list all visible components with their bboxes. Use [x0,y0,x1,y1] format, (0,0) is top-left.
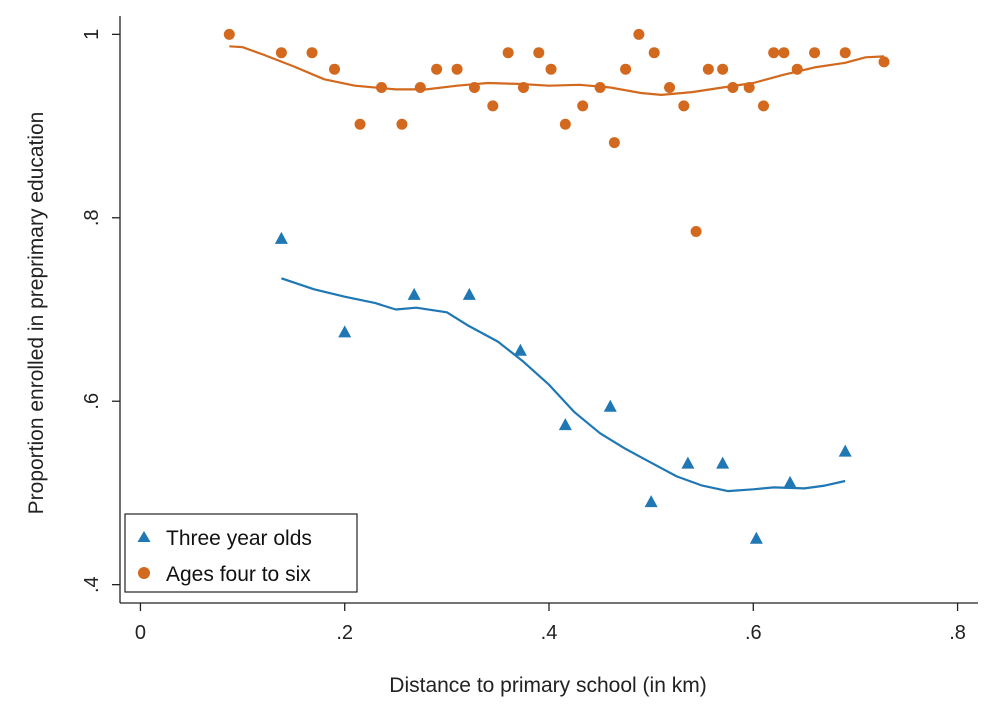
point-series-0 [462,287,476,300]
point-series-1 [223,28,235,40]
point-series-1 [533,47,545,59]
legend: Three year olds Ages four to six [124,513,358,593]
x-tick-label: .6 [745,622,762,644]
y-tick-label: .8 [81,209,103,226]
point-series-1 [620,63,632,75]
point-series-0 [716,456,730,469]
point-series-1 [545,63,557,75]
point-series-1 [648,47,660,59]
point-series-0 [749,531,763,544]
point-series-1 [664,82,676,94]
point-series-1 [594,82,606,94]
point-series-1 [396,118,408,130]
point-series-0 [513,343,527,356]
data-points [223,28,890,544]
point-series-0 [407,287,421,300]
fit-line-series-1 [229,45,885,96]
legend-marker-ages-four-to-six [138,567,150,579]
point-series-1 [275,47,287,59]
point-series-1 [809,47,821,59]
x-tick-label: 0 [135,622,146,644]
point-series-1 [468,82,480,94]
point-series-1 [690,226,702,238]
legend-marker-three-year-olds [137,531,151,542]
point-series-1 [633,28,645,40]
y-tick-label: .6 [81,393,103,410]
point-series-0 [783,475,797,488]
point-series-0 [644,495,658,508]
x-tick-label: .4 [541,622,558,644]
legend-label-ages-four-to-six: Ages four to six [166,563,311,586]
point-series-1 [778,47,790,59]
point-series-0 [338,325,352,338]
point-series-0 [558,418,572,431]
point-series-1 [375,82,387,94]
point-series-1 [758,100,769,112]
legend-box [124,513,358,593]
point-series-1 [878,56,890,68]
point-series-1 [743,82,755,94]
point-series-1 [839,47,851,59]
point-series-1 [559,118,571,130]
fit-line-series-0 [281,277,846,493]
y-tick-label: .4 [81,576,103,593]
point-series-1 [791,63,803,75]
point-series-1 [702,63,714,75]
point-series-1 [502,47,514,59]
point-series-1 [717,63,729,75]
point-series-1 [329,63,340,75]
point-series-0 [603,399,617,412]
point-series-1 [354,118,366,130]
axes: 0 .2 .4 .6 .8 .4 .6 .8 1 [81,16,978,644]
point-series-0 [274,231,288,244]
point-series-1 [608,137,620,149]
legend-label-three-year-olds: Three year olds [166,527,312,550]
y-axis-title: Proportion enrolled in preprimary educat… [25,112,48,515]
point-series-1 [431,63,443,75]
point-series-1 [727,82,739,94]
point-series-1 [414,82,426,94]
point-series-1 [451,63,463,75]
point-series-1 [517,82,529,94]
point-series-1 [678,100,690,112]
point-series-1 [306,47,318,59]
fit-lines [229,45,885,493]
point-series-0 [838,444,852,457]
point-series-1 [768,47,780,59]
point-series-1 [577,100,589,112]
x-tick-label: .8 [949,622,966,644]
y-tick-label: 1 [81,29,103,40]
x-tick-label: .2 [336,622,353,644]
x-axis-title: Distance to primary school (in km) [389,674,706,697]
point-series-1 [487,100,499,112]
point-series-0 [681,456,695,469]
